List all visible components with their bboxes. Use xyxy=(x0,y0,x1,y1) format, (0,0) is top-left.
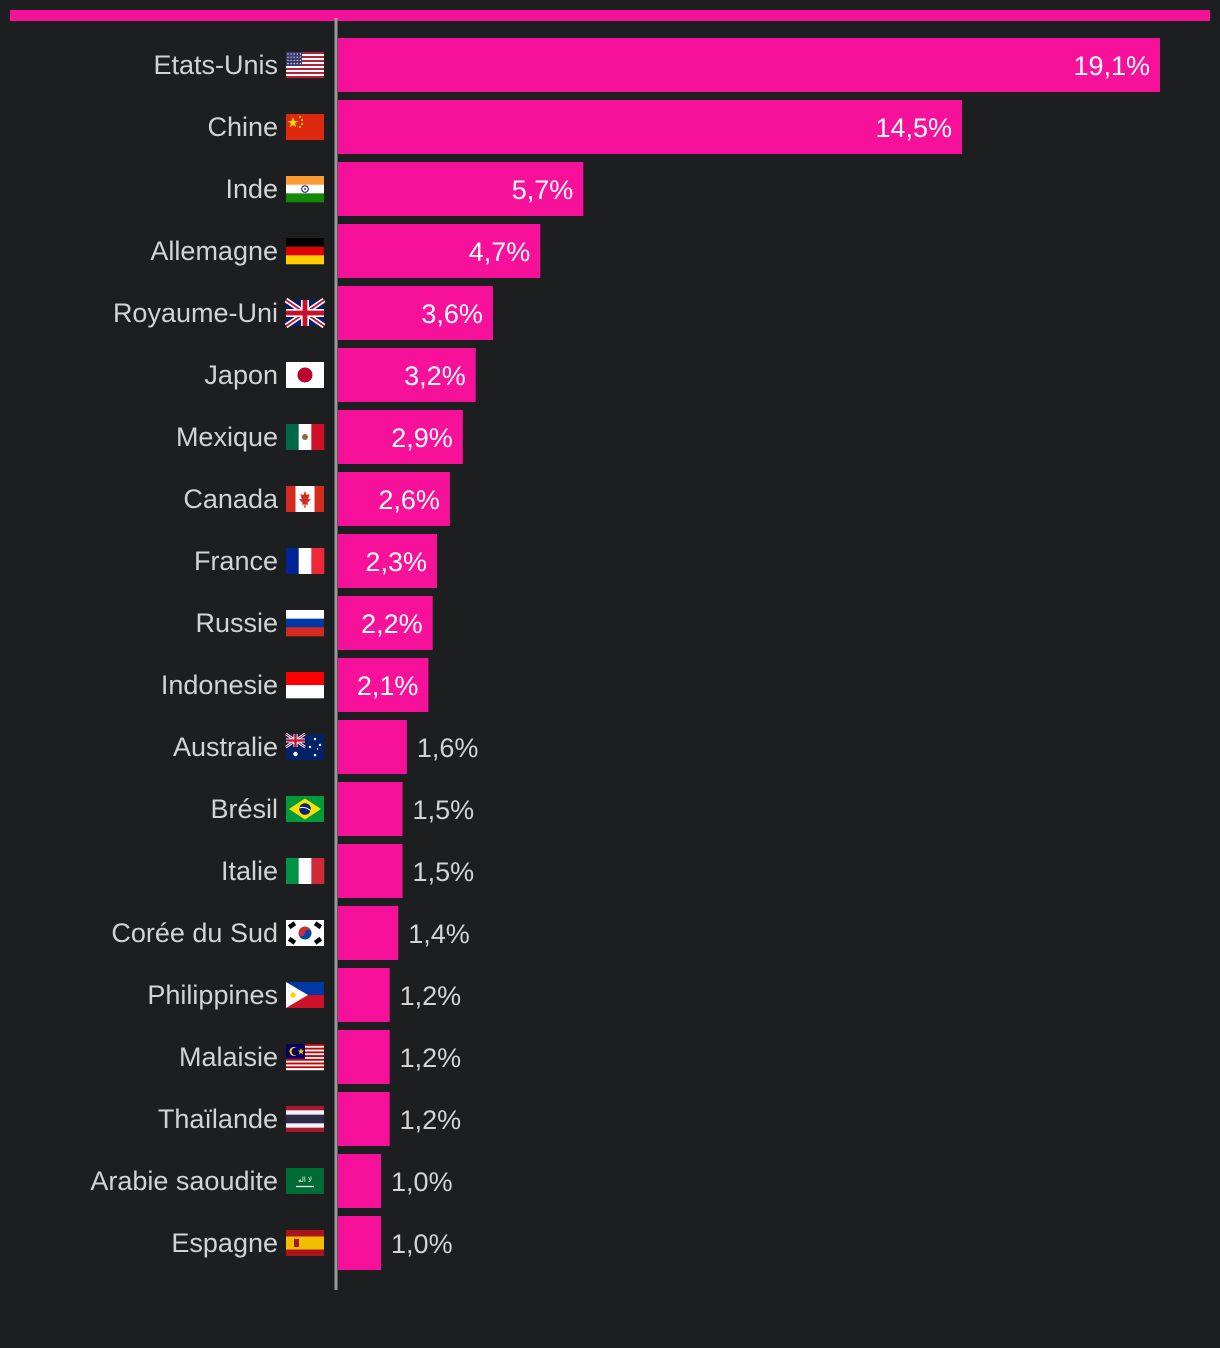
gb-flag-icon xyxy=(284,297,326,329)
value-label: 1,4% xyxy=(408,919,470,949)
value-label: 3,2% xyxy=(404,361,466,391)
value-label: 2,2% xyxy=(361,609,423,639)
value-label: 3,6% xyxy=(421,299,483,329)
mx-flag-icon xyxy=(286,424,325,450)
category-label: Espagne xyxy=(171,1228,278,1258)
us-flag-icon xyxy=(286,52,324,79)
category-label: Indonesie xyxy=(161,670,278,700)
value-label: 1,0% xyxy=(391,1167,453,1197)
category-label: Canada xyxy=(183,484,279,514)
category-label: Etats-Unis xyxy=(153,50,278,80)
category-label: Corée du Sud xyxy=(111,918,278,948)
bar xyxy=(338,782,403,836)
category-label: Arabie saoudite xyxy=(90,1166,278,1196)
bar xyxy=(338,472,450,526)
category-label: Allemagne xyxy=(150,236,278,266)
bar xyxy=(338,224,541,278)
bar xyxy=(338,162,584,216)
ph-flag-icon xyxy=(286,982,324,1008)
th-flag-icon xyxy=(286,1106,324,1132)
ru-flag-icon xyxy=(286,610,324,637)
value-label: 2,6% xyxy=(378,485,440,515)
svg-text:لا اله: لا اله xyxy=(298,1176,312,1184)
it-flag-icon xyxy=(286,858,325,884)
kr-flag-icon xyxy=(286,920,324,946)
value-label: 2,1% xyxy=(357,671,419,701)
bar xyxy=(338,348,476,402)
category-label: Mexique xyxy=(176,422,278,452)
value-label: 2,3% xyxy=(365,547,427,577)
jp-flag-icon xyxy=(286,362,324,388)
category-label: Japon xyxy=(204,360,278,390)
bar xyxy=(338,534,437,588)
bar xyxy=(338,720,407,774)
category-label: Malaisie xyxy=(179,1042,278,1072)
in-flag-icon xyxy=(286,176,324,203)
category-label: Australie xyxy=(173,732,278,762)
flags-group: لا اله xyxy=(284,52,326,1256)
de-flag-icon xyxy=(286,238,324,265)
bar xyxy=(338,596,433,650)
au-flag-icon xyxy=(285,732,324,760)
value-label: 14,5% xyxy=(875,113,952,143)
bar xyxy=(338,658,429,712)
value-label: 2,9% xyxy=(391,423,453,453)
br-flag-icon xyxy=(286,796,324,822)
value-labels-group: 19,1% 14,5% 5,7% 4,7% 3,6% 3,2% 2,9% 2,6% 2,3% 2,… xyxy=(357,51,1150,1259)
sa-flag-icon: لا اله xyxy=(286,1168,324,1194)
value-label: 19,1% xyxy=(1073,51,1150,81)
top-accent-bar xyxy=(10,10,1210,21)
category-label: Chine xyxy=(207,112,278,142)
bar xyxy=(338,286,493,340)
category-label: Thaïlande xyxy=(158,1104,278,1134)
fr-flag-icon xyxy=(286,548,325,574)
id-flag-icon xyxy=(286,672,324,699)
category-label: Brésil xyxy=(210,794,278,824)
category-labels-group: Etats-Unis Chine Inde Allemagne Royaume-Uni J… xyxy=(90,50,279,1258)
value-label: 1,5% xyxy=(413,795,475,825)
bar xyxy=(338,1092,390,1146)
value-label: 1,2% xyxy=(400,1043,462,1073)
bar xyxy=(338,410,463,464)
bar xyxy=(338,1030,390,1084)
value-label: 1,2% xyxy=(400,1105,462,1135)
value-label: 4,7% xyxy=(469,237,531,267)
es-flag-icon xyxy=(286,1230,324,1256)
value-label: 1,5% xyxy=(413,857,475,887)
category-label: Italie xyxy=(221,856,278,886)
bar xyxy=(338,38,1160,92)
bar xyxy=(338,968,390,1022)
bar xyxy=(338,1216,382,1270)
value-label: 1,2% xyxy=(400,981,462,1011)
category-label: France xyxy=(194,546,278,576)
bar xyxy=(338,844,403,898)
value-label: 5,7% xyxy=(512,175,574,205)
category-label: Philippines xyxy=(147,980,278,1010)
cn-flag-icon xyxy=(286,114,324,140)
bars-group xyxy=(338,38,1160,1270)
value-label: 1,6% xyxy=(417,733,479,763)
category-label: Inde xyxy=(225,174,278,204)
category-label: Russie xyxy=(195,608,278,638)
ca-flag-icon xyxy=(286,486,324,512)
bar xyxy=(338,1154,382,1208)
my-flag-icon xyxy=(286,1044,324,1071)
category-label: Royaume-Uni xyxy=(113,298,278,328)
bar xyxy=(338,906,399,960)
bar xyxy=(338,100,963,154)
value-label: 1,0% xyxy=(391,1229,453,1259)
